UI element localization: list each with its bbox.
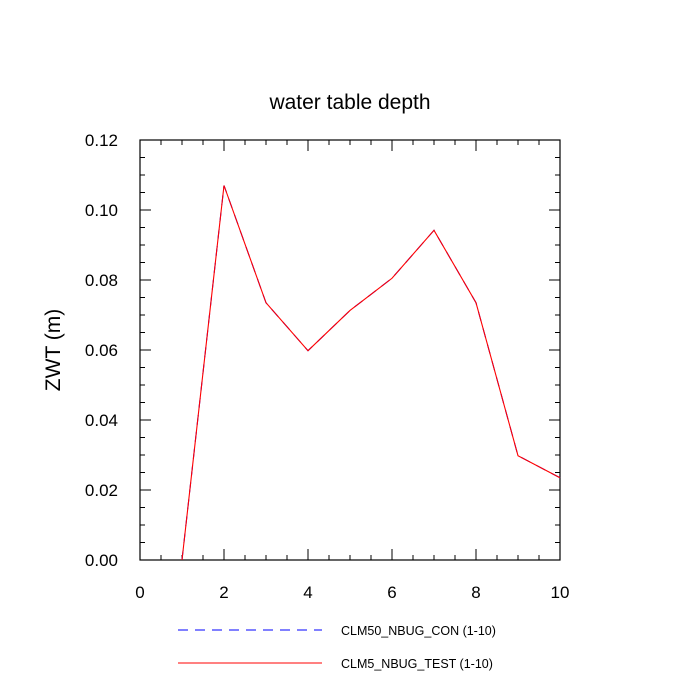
x-tick-label: 6 [387, 583, 396, 602]
x-tick-label: 2 [219, 583, 228, 602]
chart-title: water table depth [268, 91, 430, 114]
plot-frame [139, 139, 561, 561]
plot-lines [181, 185, 561, 561]
x-tick-label: 0 [135, 583, 144, 602]
axis-tick-labels: 0 2 4 6 8 10 0.00 0.02 0.04 0.06 0.08 0.10 0.12 [85, 131, 570, 602]
y-tick-label: 0.04 [85, 411, 118, 430]
axes-frame [139, 139, 561, 561]
series-line-2 [181, 185, 561, 561]
x-tick-label: 10 [551, 583, 570, 602]
y-tick-label: 0.00 [85, 551, 118, 570]
axis-ticks [139, 139, 561, 561]
legend-label-1: CLM50_NBUG_CON (1-10) [341, 624, 496, 638]
y-tick-label: 0.02 [85, 481, 118, 500]
y-axis-label: ZWT (m) [42, 309, 65, 391]
x-tick-label: 8 [471, 583, 480, 602]
y-tick-label: 0.10 [85, 201, 118, 220]
y-tick-label: 0.08 [85, 271, 118, 290]
series-line-1 [181, 185, 561, 561]
y-tick-label: 0.12 [85, 131, 118, 150]
x-tick-label: 4 [303, 583, 312, 602]
legend-label-2: CLM5_NBUG_TEST (1-10) [341, 657, 493, 671]
y-tick-label: 0.06 [85, 341, 118, 360]
legend: CLM50_NBUG_CON (1-10) CLM5_NBUG_TEST (1-1… [178, 624, 496, 671]
